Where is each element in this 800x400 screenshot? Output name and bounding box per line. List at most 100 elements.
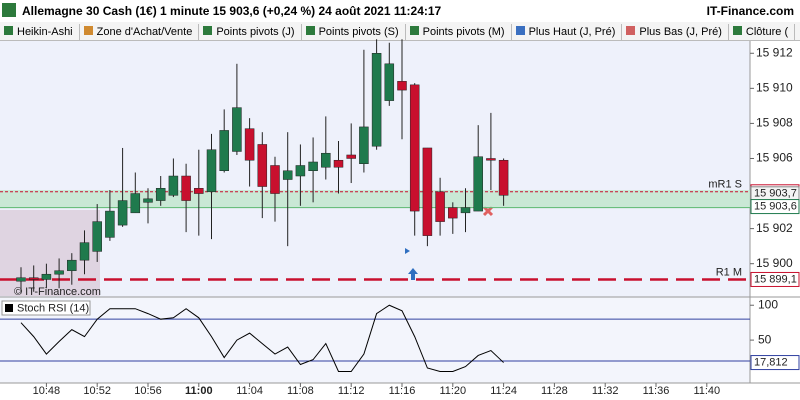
price-tag bbox=[750, 199, 800, 215]
x-tick-label: 11:32 bbox=[592, 385, 619, 397]
y-tick-label: 15 900 bbox=[756, 256, 793, 270]
button-icon bbox=[626, 26, 636, 35]
candle-body bbox=[41, 273, 52, 280]
x-tick-label: 11:24 bbox=[490, 385, 517, 397]
rsi-line bbox=[20, 304, 504, 372]
watermark: © IT-Finance.com bbox=[14, 286, 101, 298]
button-label: Plus Bas (J, Pré) bbox=[639, 26, 722, 38]
pivot-name: R1 M bbox=[716, 266, 742, 278]
button-icon bbox=[83, 26, 93, 35]
x-tick-label: 11:08 bbox=[287, 385, 314, 397]
title: Allemagne 30 Cash (1€) 1 minute 15 903,6… bbox=[22, 4, 442, 18]
candle-body bbox=[460, 207, 471, 214]
candle-body bbox=[67, 259, 77, 271]
legend-label: Stoch RSI (14) bbox=[17, 302, 89, 314]
button-label: Points pivots (J) bbox=[216, 26, 295, 38]
candle-body bbox=[194, 188, 204, 194]
candle-body bbox=[117, 200, 128, 226]
candle-body bbox=[28, 277, 39, 280]
candle-body bbox=[448, 207, 458, 219]
price-tag bbox=[750, 271, 800, 287]
x-tick-label: 11:28 bbox=[541, 385, 568, 397]
price-tag-label: 15 904,1 bbox=[754, 186, 797, 198]
x-tick-label: 10:56 bbox=[134, 385, 162, 397]
candle-body bbox=[486, 158, 496, 161]
candle-body bbox=[16, 277, 26, 282]
buy-arrow bbox=[408, 268, 418, 280]
y-tick-label: 15 902 bbox=[756, 221, 793, 235]
legend-swatch bbox=[5, 304, 13, 312]
brand: IT-Finance.com bbox=[706, 4, 794, 18]
toolbar-button[interactable]: Plus Haut (J, Pré) bbox=[512, 24, 623, 40]
candle-body bbox=[397, 81, 407, 91]
x-tick-label: 11:04 bbox=[236, 385, 263, 397]
title-bar: Allemagne 30 Cash (1€) 1 minute 15 903,6… bbox=[0, 0, 800, 23]
candle-body bbox=[155, 188, 166, 201]
candle-body bbox=[130, 193, 141, 214]
area bbox=[0, 210, 100, 296]
candle-body bbox=[384, 63, 395, 101]
button-label: Plus Haut (J, Pré) bbox=[528, 26, 616, 38]
price-tag-label: 15 903,7 bbox=[754, 188, 797, 200]
toolbar-button[interactable]: Clôture ( bbox=[729, 24, 796, 40]
candle-body bbox=[92, 221, 102, 252]
sell-cross bbox=[482, 205, 494, 217]
x-tick-label: 11:12 bbox=[338, 385, 365, 397]
candle-body bbox=[54, 270, 64, 275]
candle-body bbox=[168, 175, 179, 196]
toolbar: Heikin-Ashi Zone d'Achat/Vente Points pivo… bbox=[0, 22, 800, 41]
toolbar-button[interactable]: Points pivots (J) bbox=[199, 24, 302, 40]
plot-bg bbox=[0, 41, 750, 297]
button-label: Heikin-Ashi bbox=[17, 26, 73, 38]
candle-body bbox=[371, 53, 382, 147]
toolbar-button[interactable]: Points pivots (S) bbox=[302, 24, 406, 40]
candle-body bbox=[206, 149, 217, 193]
x-tick-label: 11:20 bbox=[439, 385, 466, 397]
x-tick-label: 11:36 bbox=[643, 385, 670, 397]
y-tick-label: 15 912 bbox=[756, 45, 793, 59]
candle-body bbox=[143, 198, 153, 203]
candle-body bbox=[321, 152, 331, 168]
marker bbox=[405, 248, 410, 254]
toolbar-button[interactable]: Points pivots (M) bbox=[406, 24, 512, 40]
legend bbox=[1, 300, 91, 316]
button-icon bbox=[515, 26, 525, 35]
y-tick-label: 15 908 bbox=[756, 116, 793, 130]
candle-body bbox=[181, 175, 191, 201]
x-tick-label: 10:52 bbox=[83, 385, 111, 397]
candle-body bbox=[359, 126, 369, 164]
button-icon bbox=[732, 26, 742, 35]
price-tag-label: 15 903,6 bbox=[754, 200, 797, 212]
buy-zone bbox=[0, 190, 750, 208]
candle-body bbox=[409, 84, 420, 212]
candle-body bbox=[295, 165, 306, 177]
button-icon bbox=[203, 26, 213, 35]
button-icon bbox=[409, 26, 419, 35]
candle-body bbox=[498, 159, 509, 196]
rsi-bg bbox=[0, 297, 750, 383]
toolbar-button[interactable]: Plus Bas (J, Pré) bbox=[622, 24, 729, 40]
x-tick-label: 11:00 bbox=[185, 385, 213, 397]
button-label: Points pivots (M) bbox=[422, 26, 505, 38]
candle-body bbox=[232, 107, 242, 152]
rsi-tag-label: 17,812 bbox=[754, 356, 788, 368]
button-label: Zone d'Achat/Vente bbox=[96, 26, 193, 38]
candle-body bbox=[257, 144, 268, 187]
button-label: Points pivots (S) bbox=[318, 26, 399, 38]
rsi-tick-label: 50 bbox=[758, 332, 772, 346]
x-tick-label: 11:16 bbox=[389, 385, 416, 397]
y-tick-label: 15 906 bbox=[756, 151, 793, 165]
icon bbox=[2, 3, 16, 17]
pivot-name: mR1 S bbox=[708, 179, 742, 191]
candle-body bbox=[346, 154, 356, 159]
button-icon bbox=[4, 26, 13, 35]
toolbar-button[interactable]: Heikin-Ashi bbox=[0, 24, 80, 40]
x-tick-label: 10:48 bbox=[33, 385, 61, 397]
toolbar-button[interactable]: Zone d'Achat/Vente bbox=[80, 24, 200, 40]
y-tick-label: 15 910 bbox=[756, 81, 793, 95]
price-tag bbox=[750, 184, 800, 200]
price-tag bbox=[750, 186, 800, 202]
candle-body bbox=[270, 165, 280, 194]
